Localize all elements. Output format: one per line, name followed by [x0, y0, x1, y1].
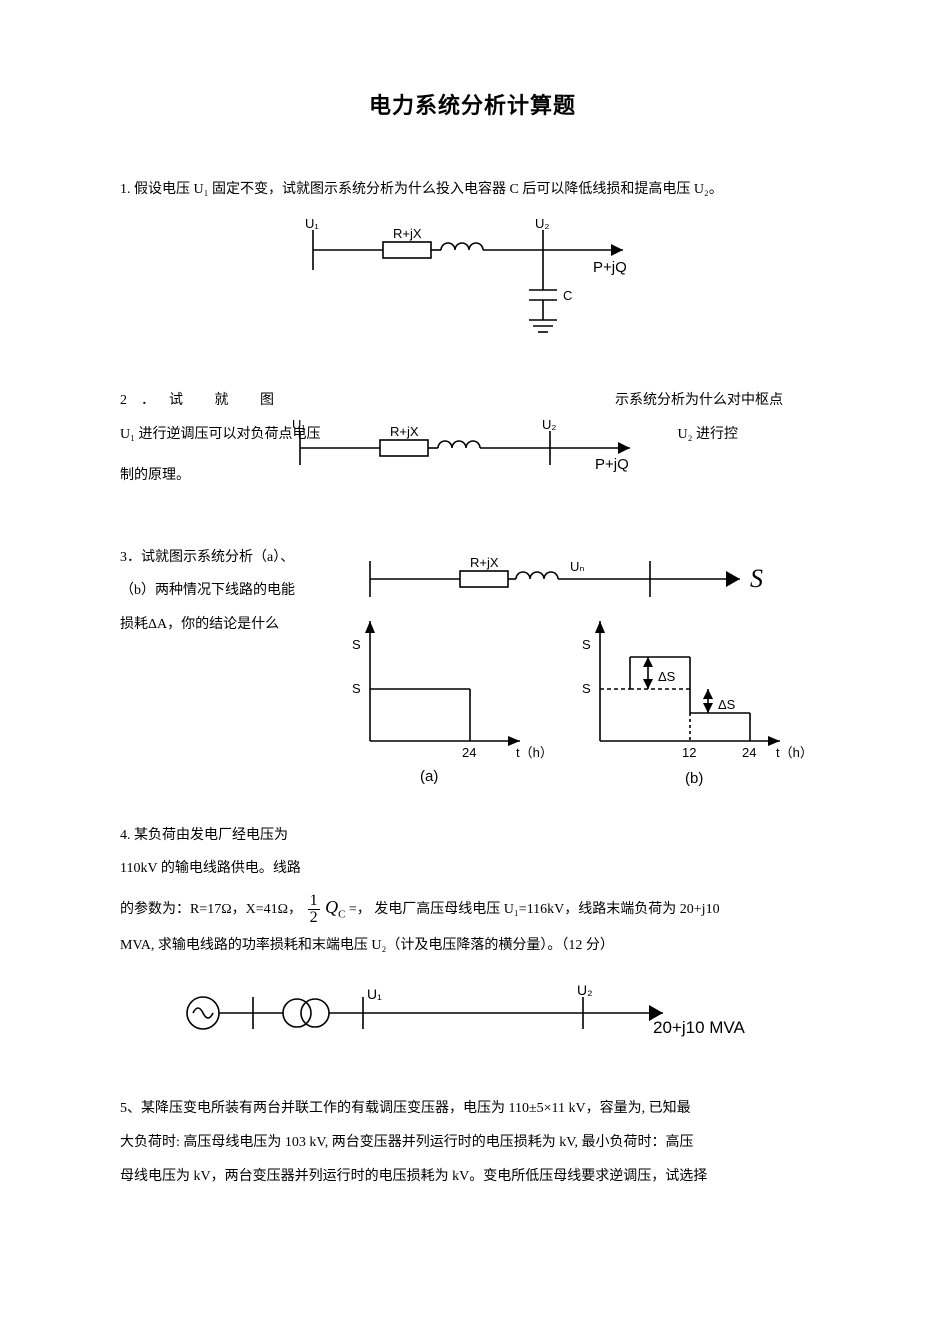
q4-line3a: 的参数为：R=17Ω，X=41Ω，	[120, 902, 302, 917]
question-2: 2．试 就 图 示系统分析为什么对中枢点 U₁ 进行逆调压可以对负荷点电压 U₂…	[120, 384, 825, 493]
question-3: 3．试就图示系统分析（a）、 （b）两种情况下线路的电能 损耗ΔA，你的结论是什…	[120, 541, 825, 801]
q4-line1: 4. 某负荷由发电厂经电压为	[120, 819, 825, 853]
q3a-ylabel: S	[352, 637, 361, 652]
q4-qcsub: C	[338, 909, 345, 921]
q4-u1: U₁	[367, 986, 382, 1002]
q4-frac: 12	[308, 893, 320, 926]
q2-u2: U₂	[542, 417, 556, 432]
q1-cap-label: C	[563, 288, 572, 303]
q2-line2b: U₂ 进行控	[678, 427, 739, 442]
q1-u1-label: U₁	[305, 216, 319, 231]
q4-line2: 110kV 的输电线路供电。线路	[120, 852, 825, 886]
q1-imp-label: R+jX	[393, 226, 422, 241]
q3a-ylabel2: S	[352, 681, 361, 696]
q1-text: 1. 假设电压 U₁ 固定不变，试就图示系统分析为什么投入电容器 C 后可以降低…	[120, 173, 825, 207]
q3-line2: （b）两种情况下线路的电能	[120, 574, 320, 608]
q3-imp: R+jX	[470, 555, 499, 570]
q5-line3: 母线电压为 kV，两台变压器并列运行时的电压损耗为 kV。变电所低压母线要求逆调…	[120, 1160, 825, 1194]
q3b-xlabel: t（h）	[776, 745, 813, 760]
q3b-ds1: ΔS	[658, 669, 676, 684]
question-1: 1. 假设电压 U₁ 固定不变，试就图示系统分析为什么投入电容器 C 后可以降低…	[120, 173, 825, 366]
q4-load: 20+j10 MVA	[653, 1018, 745, 1037]
q3-line1: 3．试就图示系统分析（a）、	[120, 541, 320, 575]
q5-line2: 大负荷时: 高压母线电压为 103 kV, 两台变压器并列运行时的电压损耗为 k…	[120, 1126, 825, 1160]
q2-line3: 制的原理。	[120, 451, 190, 493]
q3b-ylabel: S	[582, 637, 591, 652]
q1-circuit: U₁ R+jX U₂ P+jQ	[120, 212, 825, 366]
q3b-t1: 12	[682, 745, 696, 760]
q3b-t2: 24	[742, 745, 756, 760]
q1-u2-label: U₂	[535, 216, 549, 231]
q3a-xlabel: t（h）	[516, 745, 553, 760]
q4-circuit: U₁ U₂ 20+j10 MVA	[120, 973, 825, 1067]
q1-circuit-svg: U₁ R+jX U₂ P+jQ	[263, 212, 683, 352]
q2-tail: 示系统分析为什么对中枢点	[615, 393, 783, 408]
q4-line4: MVA, 求输电线路的功率损耗和末端电压 U₂（计及电压降落的横分量）。（12 …	[120, 929, 825, 963]
q3a-label: (a)	[420, 768, 438, 785]
q2-circuit-svg: U₁ R+jX U₂ P+jQ	[250, 413, 670, 473]
q2-imp: R+jX	[390, 424, 419, 439]
q3a-tick: 24	[462, 745, 476, 760]
q3b-ds2: ΔS	[718, 697, 736, 712]
question-4: 4. 某负荷由发电厂经电压为 110kV 的输电线路供电。线路 的参数为：R=1…	[120, 819, 825, 1067]
q2-load: P+jQ	[595, 456, 629, 473]
q4-line3b: =， 发电厂高压母线电压 U₁=116kV，线路末端负荷为 20+j10	[349, 902, 720, 917]
q3b-ylabel2: S	[582, 681, 591, 696]
q3-line3: 损耗ΔA，你的结论是什么	[120, 608, 320, 642]
q4-u2: U₂	[577, 982, 593, 998]
q4-qc: Q	[325, 897, 338, 917]
q4-circuit-svg: U₁ U₂ 20+j10 MVA	[163, 973, 783, 1053]
q3b-label: (b)	[685, 770, 703, 787]
q3-un: Uₙ	[570, 559, 585, 574]
q1-load-label: P+jQ	[593, 259, 627, 276]
q3-diagram-svg: R+jX Uₙ S S S	[320, 541, 820, 801]
q2-u1: U₁	[292, 417, 306, 432]
q3-arrow-label: S	[750, 564, 763, 593]
page-title: 电力系统分析计算题	[120, 80, 825, 133]
q2-lead: 2．试 就 图	[120, 393, 288, 408]
q5-line1: 5、某降压变电所装有两台并联工作的有载调压变压器，电压为 110±5×11 kV…	[120, 1092, 825, 1126]
question-5: 5、某降压变电所装有两台并联工作的有载调压变压器，电压为 110±5×11 kV…	[120, 1092, 825, 1193]
